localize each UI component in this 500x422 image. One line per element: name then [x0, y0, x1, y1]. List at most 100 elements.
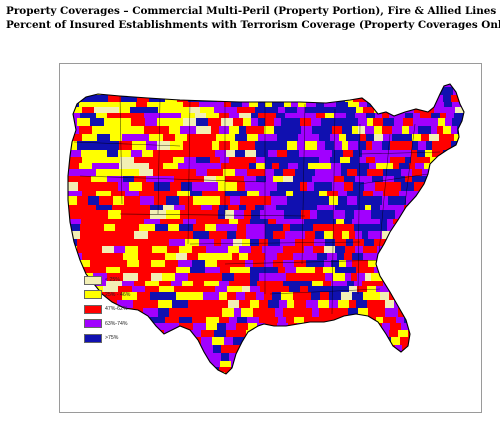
county-cell	[177, 95, 189, 103]
county-cell	[174, 107, 190, 114]
county-cell	[253, 337, 263, 346]
county-cell	[455, 163, 464, 170]
county-cell	[174, 286, 188, 293]
county-cell	[448, 292, 456, 301]
county-cell	[286, 317, 295, 324]
county-cell	[68, 267, 80, 274]
county-cell	[467, 224, 478, 231]
county-cell	[150, 292, 164, 301]
county-cell	[270, 191, 280, 197]
county-cell	[387, 205, 398, 211]
county-cell	[149, 317, 166, 324]
county-cell	[349, 300, 357, 309]
county-cell	[317, 205, 325, 211]
county-cell	[260, 196, 272, 206]
county-cell	[200, 107, 215, 114]
county-cell	[303, 267, 316, 274]
county-cell	[161, 267, 177, 274]
county-cell	[421, 292, 432, 301]
county-cell	[143, 308, 159, 318]
county-cell	[344, 367, 354, 373]
county-cell	[268, 219, 277, 225]
county-cell	[451, 169, 458, 177]
county-cell	[376, 163, 384, 170]
county-cell	[319, 191, 328, 197]
county-cell	[138, 323, 154, 331]
county-cell	[172, 118, 184, 127]
county-cell	[346, 239, 354, 247]
county-cell	[466, 196, 475, 205]
county-cell	[216, 191, 226, 197]
county-cell	[283, 224, 291, 232]
county-cell	[144, 353, 159, 362]
county-cell	[119, 163, 134, 170]
county-cell	[106, 281, 123, 287]
county-cell	[272, 210, 285, 220]
county-cell	[376, 317, 384, 324]
county-cell	[276, 353, 289, 362]
county-cell	[293, 191, 303, 197]
county-cell	[171, 353, 186, 362]
county-cell	[339, 353, 350, 362]
county-cell	[464, 182, 473, 191]
county-cell	[249, 163, 257, 170]
county-cell	[68, 84, 82, 88]
county-cell	[277, 182, 289, 192]
county-cell	[276, 205, 287, 211]
county-cell	[412, 224, 420, 232]
county-cell	[298, 353, 310, 362]
county-cell	[359, 157, 367, 164]
county-cell	[451, 157, 458, 164]
county-cell	[333, 273, 346, 282]
county-cell	[257, 126, 265, 135]
county-cell	[432, 150, 444, 158]
county-cell	[230, 141, 239, 151]
county-cell	[405, 176, 413, 183]
county-cell	[332, 182, 345, 192]
county-cell	[307, 134, 320, 142]
county-cell	[149, 134, 164, 142]
county-cell	[454, 281, 461, 287]
county-cell	[203, 87, 219, 96]
county-cell	[352, 292, 364, 301]
county-cell	[382, 150, 393, 158]
county-cell	[423, 300, 433, 309]
county-cell	[426, 353, 436, 362]
county-cell	[369, 246, 378, 254]
county-cell	[171, 102, 184, 108]
county-cell	[449, 345, 457, 354]
county-cell	[218, 87, 227, 96]
county-cell	[68, 281, 82, 287]
county-cell	[453, 323, 463, 331]
county-cell	[151, 253, 166, 261]
county-cell	[256, 367, 264, 373]
county-cell	[207, 163, 222, 170]
county-cell	[366, 84, 378, 88]
county-cell	[227, 292, 237, 301]
county-cell	[452, 231, 464, 240]
county-cell	[176, 267, 191, 274]
county-cell	[286, 253, 294, 261]
county-cell	[387, 224, 396, 232]
county-cell	[269, 134, 278, 142]
county-cell	[345, 210, 355, 220]
county-cell	[326, 219, 337, 225]
county-cell	[382, 157, 391, 164]
county-cell	[154, 196, 167, 206]
legend-item: < 25%	[84, 273, 132, 288]
county-cell	[104, 141, 120, 151]
county-cell	[463, 163, 464, 170]
county-cell	[283, 308, 294, 318]
county-cell	[96, 345, 113, 354]
county-cell	[178, 330, 190, 338]
county-cell	[401, 239, 410, 247]
county-cell	[179, 196, 194, 206]
county-cell	[96, 169, 110, 177]
county-cell	[351, 361, 359, 368]
county-cell	[436, 323, 445, 331]
county-cell	[81, 367, 95, 373]
county-cell	[111, 253, 124, 261]
county-cell	[344, 176, 356, 183]
county-cell	[369, 163, 377, 170]
county-cell	[435, 205, 446, 211]
